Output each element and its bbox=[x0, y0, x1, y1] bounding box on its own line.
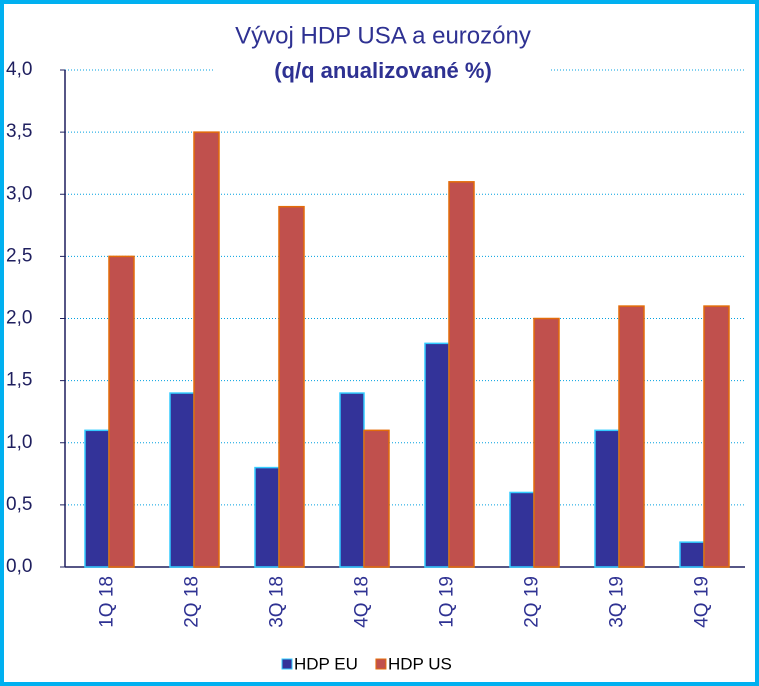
legend-swatch bbox=[281, 658, 293, 670]
bar bbox=[278, 205, 305, 568]
y-tick-label: 3,0 bbox=[6, 183, 32, 204]
bar bbox=[448, 181, 475, 568]
bar bbox=[363, 429, 390, 568]
y-tick-label: 3,5 bbox=[6, 121, 32, 142]
legend-label: HDP EU bbox=[294, 654, 358, 673]
bar bbox=[509, 491, 535, 568]
bar bbox=[533, 317, 560, 568]
x-tick-label: 1Q 19 bbox=[437, 576, 458, 628]
bar bbox=[84, 429, 110, 568]
bar bbox=[679, 541, 705, 568]
chart-subtitle: (q/q anualizované %) bbox=[274, 58, 492, 83]
y-tick-label: 2,0 bbox=[6, 308, 32, 329]
y-tick-label: 1,0 bbox=[6, 432, 32, 453]
bar bbox=[339, 392, 365, 568]
bar bbox=[254, 466, 280, 568]
x-tick-label: 4Q 18 bbox=[352, 576, 373, 628]
x-tick-label: 1Q 18 bbox=[97, 576, 118, 628]
bar bbox=[108, 255, 135, 568]
y-tick-label: 4,0 bbox=[6, 59, 32, 80]
chart-title: Vývoj HDP USA a eurozóny bbox=[235, 22, 531, 49]
bar bbox=[618, 305, 645, 568]
plot-area: 0,0 0,5 1,0 1,5 2,0 2,5 3,0 3,5 4,0 1Q 18 2Q 18 3Q … bbox=[6, 59, 745, 628]
legend-swatch bbox=[375, 658, 387, 670]
x-tick-label: 2Q 19 bbox=[522, 576, 543, 628]
y-tick-label: 1,5 bbox=[6, 370, 32, 391]
x-tick-label: 3Q 18 bbox=[267, 576, 288, 628]
y-tick-label: 2,5 bbox=[6, 245, 32, 266]
y-tick-label: 0,5 bbox=[6, 494, 32, 515]
bar bbox=[594, 429, 620, 568]
y-tick-label: 0,0 bbox=[6, 556, 32, 577]
title-box bbox=[215, 18, 550, 90]
x-tick-label: 2Q 18 bbox=[182, 576, 203, 628]
bar bbox=[703, 305, 730, 568]
bar bbox=[193, 131, 220, 568]
x-tick-label: 3Q 19 bbox=[607, 576, 628, 628]
bar bbox=[169, 392, 195, 568]
x-tick-label: 4Q 19 bbox=[692, 576, 713, 628]
legend-label: HDP US bbox=[388, 654, 452, 673]
bar bbox=[424, 342, 450, 568]
